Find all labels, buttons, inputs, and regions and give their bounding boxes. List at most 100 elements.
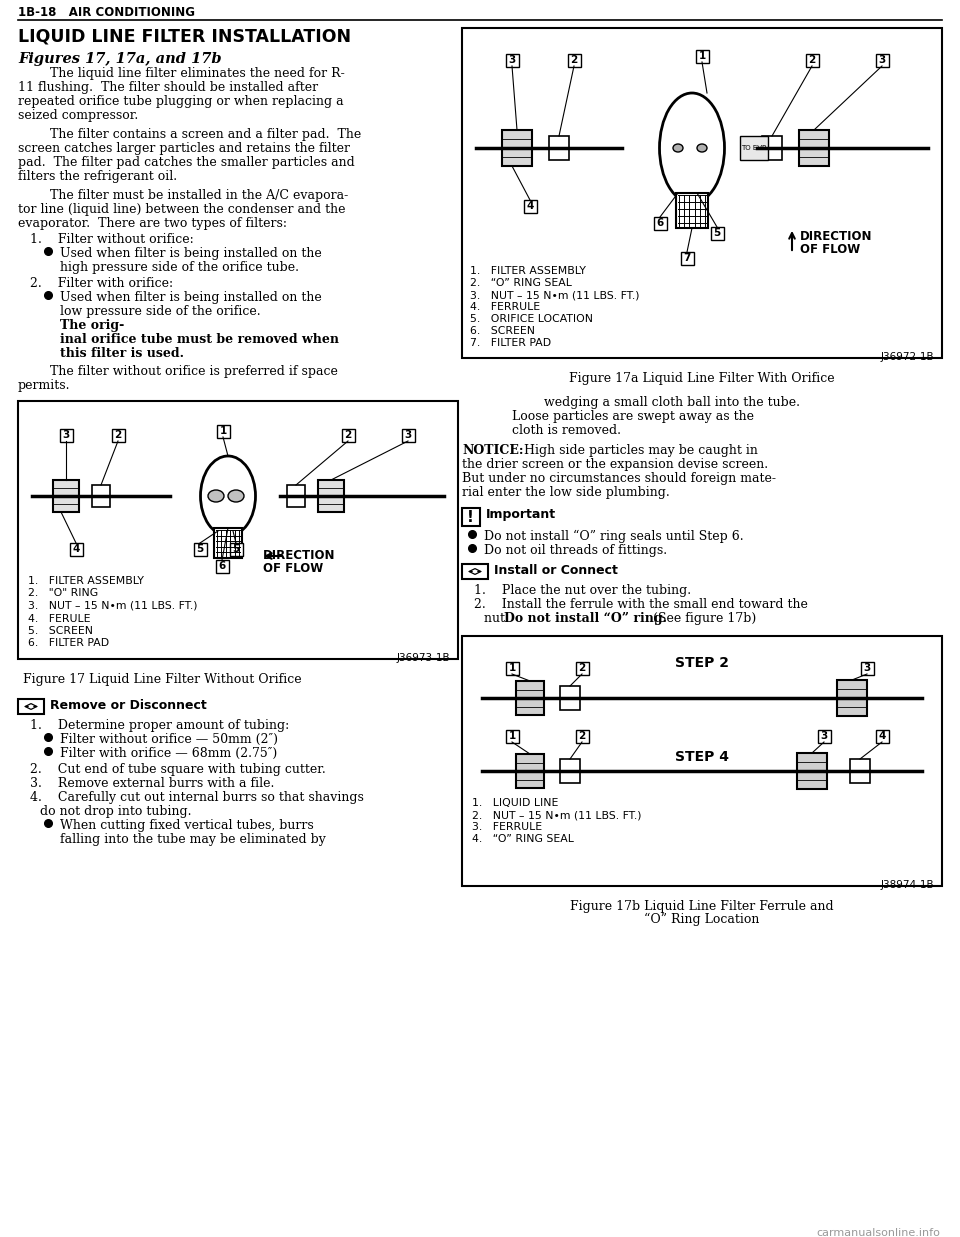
Text: The orig-: The orig- <box>60 319 124 332</box>
Ellipse shape <box>660 93 725 203</box>
Text: (See figure 17b): (See figure 17b) <box>649 612 756 625</box>
Text: 3.   FERRULE: 3. FERRULE <box>472 823 542 833</box>
Text: NOTICE:: NOTICE: <box>462 444 523 456</box>
Text: 6.   SCREEN: 6. SCREEN <box>470 327 535 336</box>
Text: 3: 3 <box>878 54 886 66</box>
Bar <box>676 193 708 228</box>
Bar <box>575 730 588 742</box>
Bar <box>18 401 458 659</box>
Text: STEP 4: STEP 4 <box>675 750 729 764</box>
Bar <box>523 199 537 213</box>
Text: 3: 3 <box>62 430 70 440</box>
Bar <box>695 49 708 63</box>
Text: The filter without orifice is preferred if space: The filter without orifice is preferred … <box>18 365 338 379</box>
Text: 2.    Filter with orifice:: 2. Filter with orifice: <box>30 277 173 289</box>
Ellipse shape <box>673 143 683 152</box>
Text: Figure 17 Liquid Line Filter Without Orifice: Figure 17 Liquid Line Filter Without Ori… <box>23 673 301 687</box>
Text: 1: 1 <box>698 51 706 61</box>
Bar <box>516 755 544 788</box>
Text: 11 flushing.  The filter should be installed after: 11 flushing. The filter should be instal… <box>18 80 318 94</box>
Text: J38974-1B: J38974-1B <box>880 880 934 889</box>
Text: 7: 7 <box>684 254 690 263</box>
Text: 1.    Determine proper amount of tubing:: 1. Determine proper amount of tubing: <box>30 719 289 732</box>
Text: 3: 3 <box>404 430 412 440</box>
Text: 6: 6 <box>657 218 663 228</box>
Text: Loose particles are swept away as the: Loose particles are swept away as the <box>512 409 754 423</box>
Text: OF FLOW: OF FLOW <box>263 562 324 575</box>
Bar <box>799 130 829 166</box>
Text: pad.  The filter pad catches the smaller particles and: pad. The filter pad catches the smaller … <box>18 156 355 169</box>
Bar <box>217 424 229 438</box>
Ellipse shape <box>201 456 255 536</box>
Text: rial enter the low side plumbing.: rial enter the low side plumbing. <box>462 486 670 499</box>
Text: 6: 6 <box>218 562 226 571</box>
Text: 2.   NUT – 15 N•m (11 LBS. FT.): 2. NUT – 15 N•m (11 LBS. FT.) <box>472 810 641 820</box>
Text: 1B-18   AIR CONDITIONING: 1B-18 AIR CONDITIONING <box>18 6 195 19</box>
Text: Important: Important <box>486 508 556 521</box>
Ellipse shape <box>228 490 244 502</box>
Bar <box>740 136 768 160</box>
Bar <box>876 730 889 742</box>
Text: Install or Connect: Install or Connect <box>494 564 618 576</box>
Text: 4: 4 <box>526 200 534 212</box>
Text: tor line (liquid line) between the condenser and the: tor line (liquid line) between the conde… <box>18 203 346 216</box>
Bar <box>342 428 354 442</box>
Text: 1.   FILTER ASSEMBLY: 1. FILTER ASSEMBLY <box>470 266 586 276</box>
Bar <box>506 53 518 67</box>
Text: 4: 4 <box>72 544 80 554</box>
Bar <box>502 130 532 166</box>
Text: 2.    Cut end of tube square with tubing cutter.: 2. Cut end of tube square with tubing cu… <box>30 763 325 776</box>
Text: The filter must be installed in the A/C evapora-: The filter must be installed in the A/C … <box>18 189 348 202</box>
Text: 3.   NUT – 15 N•m (11 LBS. FT.): 3. NUT – 15 N•m (11 LBS. FT.) <box>470 289 639 301</box>
Text: 4.   FERRULE: 4. FERRULE <box>470 302 540 312</box>
Text: 1: 1 <box>220 426 227 435</box>
Text: “O” Ring Location: “O” Ring Location <box>644 913 759 927</box>
Text: do not drop into tubing.: do not drop into tubing. <box>40 805 191 818</box>
Text: repeated orifice tube plugging or when replacing a: repeated orifice tube plugging or when r… <box>18 95 344 108</box>
Text: Figures 17, 17a, and 17b: Figures 17, 17a, and 17b <box>18 52 222 66</box>
Text: The filter contains a screen and a filter pad.  The: The filter contains a screen and a filte… <box>18 127 361 141</box>
Text: 5.   SCREEN: 5. SCREEN <box>28 626 93 636</box>
Bar <box>462 636 942 886</box>
Text: 2.    Install the ferrule with the small end toward the: 2. Install the ferrule with the small en… <box>474 597 808 611</box>
Text: filters the refrigerant oil.: filters the refrigerant oil. <box>18 169 178 183</box>
Text: High side particles may be caught in: High side particles may be caught in <box>520 444 757 456</box>
Bar <box>53 480 79 512</box>
Bar <box>506 730 518 742</box>
Bar <box>654 216 666 230</box>
Bar <box>818 730 830 742</box>
Bar <box>60 428 73 442</box>
Bar <box>850 760 870 783</box>
Bar <box>876 53 889 67</box>
Text: !: ! <box>467 510 474 524</box>
Text: 4.    Carefully cut out internal burrs so that shavings: 4. Carefully cut out internal burrs so t… <box>30 790 364 804</box>
Text: 2: 2 <box>808 54 816 66</box>
Text: Do not install “O” ring seals until Step 6.: Do not install “O” ring seals until Step… <box>484 529 744 543</box>
Bar <box>860 662 874 674</box>
Text: 1: 1 <box>509 731 516 741</box>
Bar <box>318 480 344 512</box>
Text: 1: 1 <box>509 663 516 673</box>
Text: J36972-1B: J36972-1B <box>880 353 934 362</box>
Text: 2: 2 <box>578 731 586 741</box>
Text: 3: 3 <box>821 731 828 741</box>
Text: Filter without orifice — 50mm (2″): Filter without orifice — 50mm (2″) <box>60 734 278 746</box>
Bar <box>401 428 415 442</box>
Bar <box>797 753 827 789</box>
Text: 2: 2 <box>578 663 586 673</box>
Text: cloth is removed.: cloth is removed. <box>512 424 621 437</box>
Bar <box>287 485 305 507</box>
Text: 5.   ORIFICE LOCATION: 5. ORIFICE LOCATION <box>470 314 593 324</box>
Bar <box>215 559 228 573</box>
Text: Filter with orifice — 68mm (2.75″): Filter with orifice — 68mm (2.75″) <box>60 747 277 760</box>
Bar <box>462 508 480 526</box>
Text: 2: 2 <box>345 430 351 440</box>
Text: 1.    Place the nut over the tubing.: 1. Place the nut over the tubing. <box>474 584 691 597</box>
Text: 1.    Filter without orifice:: 1. Filter without orifice: <box>30 233 194 246</box>
Text: OF FLOW: OF FLOW <box>800 242 860 256</box>
Text: screen catches larger particles and retains the filter: screen catches larger particles and reta… <box>18 142 350 155</box>
Text: 2.   "O" RING: 2. "O" RING <box>28 589 98 599</box>
Text: LIQUID LINE FILTER INSTALLATION: LIQUID LINE FILTER INSTALLATION <box>18 28 351 46</box>
Bar <box>506 662 518 674</box>
Text: The liquid line filter eliminates the need for R-: The liquid line filter eliminates the ne… <box>18 67 345 80</box>
